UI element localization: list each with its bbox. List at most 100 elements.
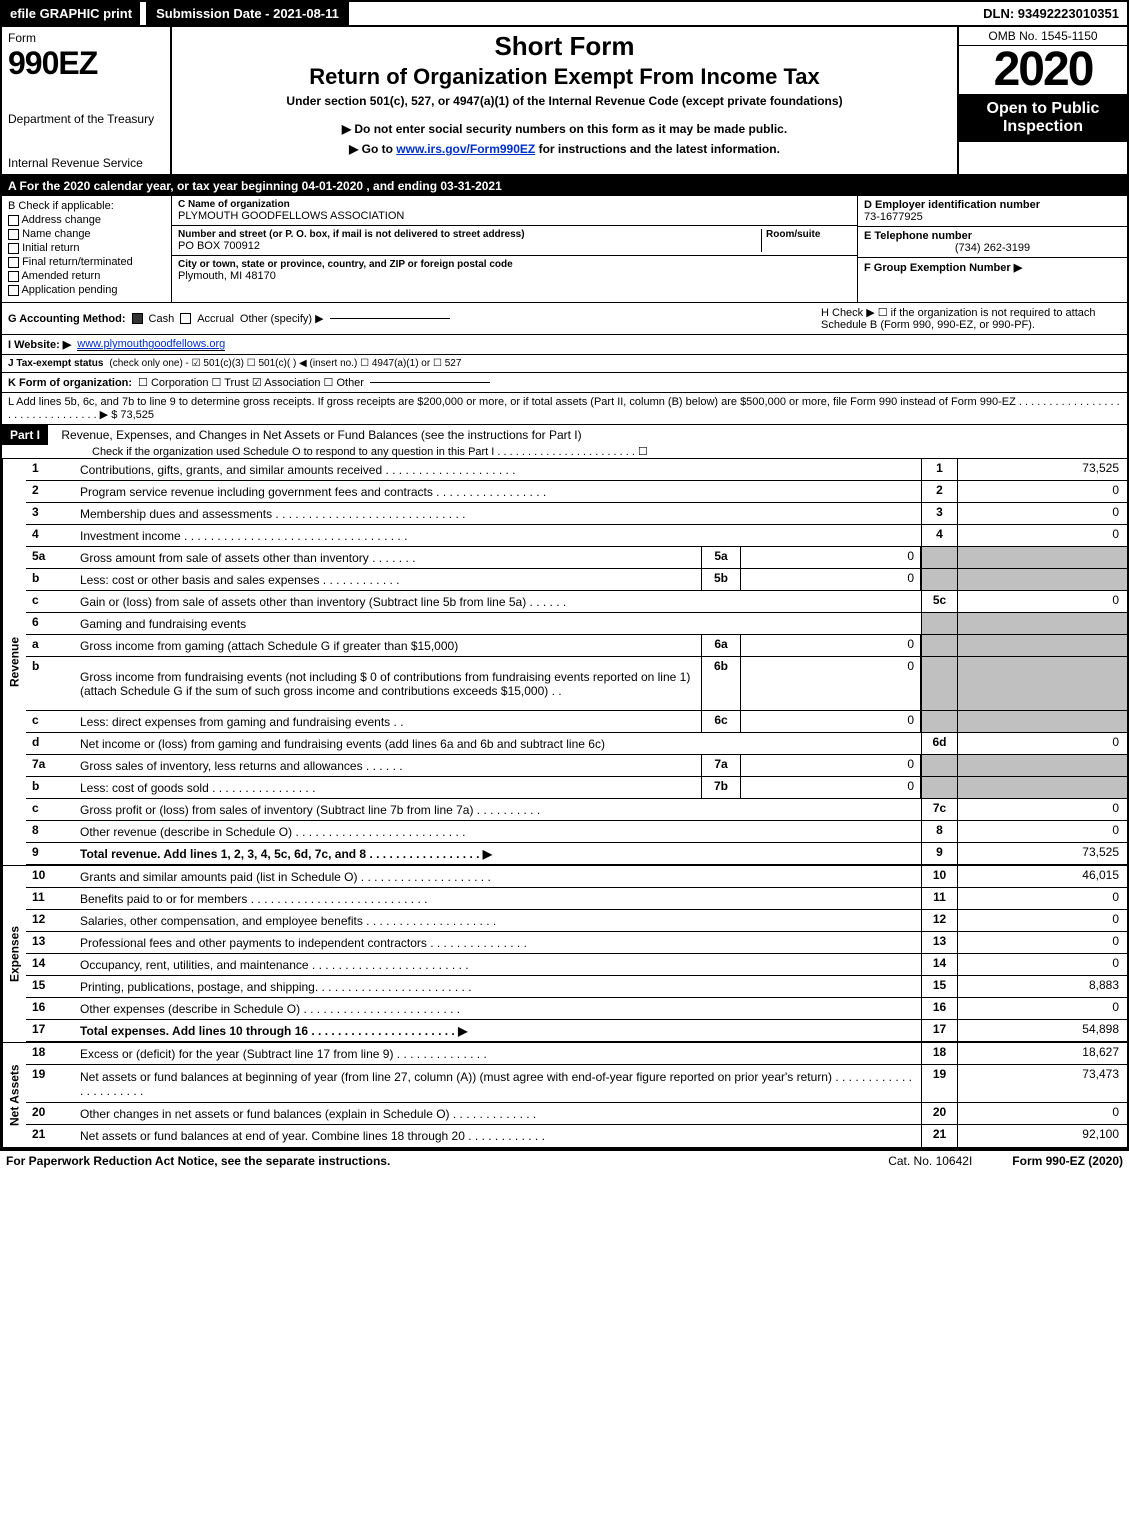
row-4: 4Investment income . . . . . . . . . . .…: [26, 525, 1127, 547]
row-6: 6Gaming and fundraising events: [26, 613, 1127, 635]
header-center: Short Form Return of Organization Exempt…: [172, 27, 957, 174]
row-11: 11Benefits paid to or for members . . . …: [26, 888, 1127, 910]
section-k: K Form of organization: ☐ Corporation ☐ …: [2, 373, 1127, 393]
revenue-sidelabel: Revenue: [2, 459, 26, 865]
chk-pending: Application pending: [8, 284, 165, 296]
street: PO BOX 700912: [178, 240, 761, 252]
k-blank: [370, 382, 490, 383]
section-j: J Tax-exempt status (check only one) - ☑…: [2, 355, 1127, 373]
irs-link[interactable]: www.irs.gov/Form990EZ: [396, 142, 535, 156]
instructions-link-row: ▶ Go to www.irs.gov/Form990EZ for instru…: [182, 142, 947, 156]
netassets-table: 18Excess or (deficit) for the year (Subt…: [26, 1043, 1127, 1147]
row-13: 13Professional fees and other payments t…: [26, 932, 1127, 954]
row-8: 8Other revenue (describe in Schedule O) …: [26, 821, 1127, 843]
form-subtitle: Under section 501(c), 527, or 4947(a)(1)…: [182, 94, 947, 108]
ein-row: D Employer identification number 73-1677…: [858, 196, 1127, 227]
row-10: 10Grants and similar amounts paid (list …: [26, 866, 1127, 888]
chk-final: Final return/terminated: [8, 256, 165, 268]
form-header: Form 990EZ Department of the Treasury In…: [2, 27, 1127, 176]
j-label: J Tax-exempt status: [8, 358, 103, 369]
i-label: I Website: ▶: [8, 338, 71, 351]
info-grid: B Check if applicable: Address change Na…: [2, 196, 1127, 303]
website-link[interactable]: www.plymouthgoodfellows.org: [77, 338, 225, 351]
form-word: Form: [8, 31, 164, 45]
row-1: 1Contributions, gifts, grants, and simil…: [26, 459, 1127, 481]
group-row: F Group Exemption Number ▶: [858, 258, 1127, 277]
ssn-note: ▶ Do not enter social security numbers o…: [182, 122, 947, 136]
footer-right: Form 990-EZ (2020): [1012, 1154, 1123, 1168]
form-title: Return of Organization Exempt From Incom…: [182, 64, 947, 90]
chk-amended: Amended return: [8, 270, 165, 282]
g-label: G Accounting Method:: [8, 313, 126, 325]
part1-check: Check if the organization used Schedule …: [2, 445, 1127, 458]
g-cash: Cash: [149, 313, 175, 325]
netassets-sidelabel: Net Assets: [2, 1043, 26, 1147]
row-12: 12Salaries, other compensation, and empl…: [26, 910, 1127, 932]
section-d-e-f: D Employer identification number 73-1677…: [857, 196, 1127, 302]
phone-row: E Telephone number (734) 262-3199: [858, 227, 1127, 258]
dept-irs: Internal Revenue Service: [8, 156, 164, 170]
header-right: OMB No. 1545-1150 2020 Open to Public In…: [957, 27, 1127, 174]
k-label: K Form of organization:: [8, 377, 132, 389]
section-b: B Check if applicable: Address change Na…: [2, 196, 172, 302]
link-pre: ▶ Go to: [349, 142, 396, 156]
section-b-header: B Check if applicable:: [8, 200, 165, 212]
chk-initial: Initial return: [8, 242, 165, 254]
section-c: C Name of organization PLYMOUTH GOODFELL…: [172, 196, 857, 302]
netassets-block: Net Assets 18Excess or (deficit) for the…: [2, 1043, 1127, 1149]
part1-badge: Part I: [2, 425, 48, 445]
revenue-table: 1Contributions, gifts, grants, and simil…: [26, 459, 1127, 865]
city: Plymouth, MI 48170: [178, 270, 851, 282]
submission-date: Submission Date - 2021-08-11: [146, 2, 349, 25]
row-20: 20Other changes in net assets or fund ba…: [26, 1103, 1127, 1125]
expenses-table: 10Grants and similar amounts paid (list …: [26, 866, 1127, 1042]
row-19: 19Net assets or fund balances at beginni…: [26, 1065, 1127, 1103]
checkbox-icon[interactable]: [180, 313, 191, 324]
checkbox-icon[interactable]: [8, 243, 19, 254]
g-other-blank: [330, 318, 450, 319]
footer-center: Cat. No. 10642I: [888, 1154, 972, 1168]
chk-address: Address change: [8, 214, 165, 226]
section-h: H Check ▶ ☐ if the organization is not r…: [821, 306, 1121, 331]
room-label: Room/suite: [766, 229, 851, 240]
city-row: City or town, state or province, country…: [172, 256, 857, 285]
ein-label: D Employer identification number: [864, 199, 1121, 211]
city-label: City or town, state or province, country…: [178, 259, 851, 270]
row-18: 18Excess or (deficit) for the year (Subt…: [26, 1043, 1127, 1065]
section-l: L Add lines 5b, 6c, and 7b to line 9 to …: [2, 393, 1127, 425]
row-7a: 7aGross sales of inventory, less returns…: [26, 755, 1127, 777]
header-left: Form 990EZ Department of the Treasury In…: [2, 27, 172, 174]
efile-label: efile GRAPHIC print: [2, 2, 140, 25]
row-7c: cGross profit or (loss) from sales of in…: [26, 799, 1127, 821]
checkbox-icon[interactable]: [8, 215, 19, 226]
org-name-row: C Name of organization PLYMOUTH GOODFELL…: [172, 196, 857, 226]
form-container: efile GRAPHIC print Submission Date - 20…: [0, 0, 1129, 1151]
dept-treasury: Department of the Treasury: [8, 112, 164, 126]
section-g-h: G Accounting Method: Cash Accrual Other …: [2, 303, 1127, 335]
k-text: ☐ Corporation ☐ Trust ☑ Association ☐ Ot…: [138, 376, 364, 389]
part1-header-row: Part I Revenue, Expenses, and Changes in…: [2, 425, 1127, 459]
checkbox-icon[interactable]: [8, 229, 19, 240]
row-5b: bLess: cost or other basis and sales exp…: [26, 569, 1127, 591]
checkbox-icon[interactable]: [132, 313, 143, 324]
g-other: Other (specify) ▶: [240, 312, 324, 325]
ein: 73-1677925: [864, 211, 1121, 223]
row-6a: aGross income from gaming (attach Schedu…: [26, 635, 1127, 657]
row-15: 15Printing, publications, postage, and s…: [26, 976, 1127, 998]
checkbox-icon[interactable]: [8, 285, 19, 296]
org-name-label: C Name of organization: [178, 199, 851, 210]
checkbox-icon[interactable]: [8, 257, 19, 268]
short-form: Short Form: [182, 31, 947, 62]
checkbox-icon[interactable]: [8, 271, 19, 282]
row-16: 16Other expenses (describe in Schedule O…: [26, 998, 1127, 1020]
row-17: 17Total expenses. Add lines 10 through 1…: [26, 1020, 1127, 1042]
chk-name: Name change: [8, 228, 165, 240]
row-5a: 5aGross amount from sale of assets other…: [26, 547, 1127, 569]
j-text: (check only one) - ☑ 501(c)(3) ☐ 501(c)(…: [109, 358, 461, 369]
row-5c: cGain or (loss) from sale of assets othe…: [26, 591, 1127, 613]
row-6d: dNet income or (loss) from gaming and fu…: [26, 733, 1127, 755]
section-a-taxyear: A For the 2020 calendar year, or tax yea…: [2, 176, 1127, 196]
footer: For Paperwork Reduction Act Notice, see …: [0, 1151, 1129, 1171]
row-7b: bLess: cost of goods sold . . . . . . . …: [26, 777, 1127, 799]
expenses-block: Expenses 10Grants and similar amounts pa…: [2, 866, 1127, 1043]
